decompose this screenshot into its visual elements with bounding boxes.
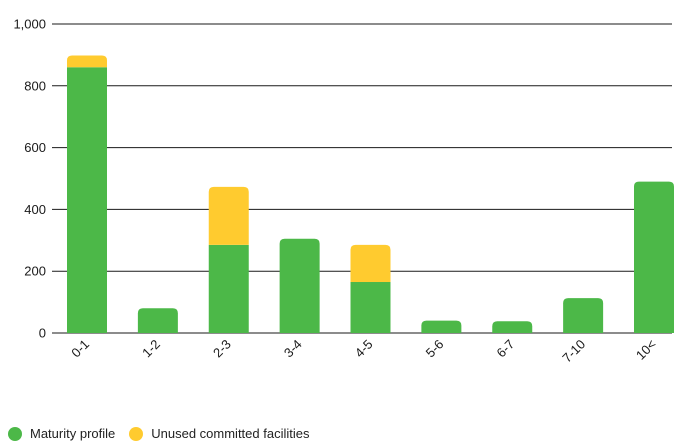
legend-label-unused-committed-facilities: Unused committed facilities: [151, 426, 310, 441]
legend-item-maturity-profile: Maturity profile: [8, 426, 115, 441]
x-tick-label-8: 10<: [633, 337, 659, 363]
y-tick-label-0: 0: [39, 326, 46, 341]
bar-unused-committed-facilities-0-1: [67, 55, 107, 68]
y-tick-label-5: 1,000: [13, 17, 46, 32]
legend-label-maturity-profile: Maturity profile: [30, 426, 116, 441]
bar-maturity-profile-2-3: [208, 244, 249, 333]
bar-maturity-profile-1-2: [137, 308, 178, 333]
x-tick-label-1: 1-2: [139, 337, 163, 361]
bar-maturity-profile-4-5: [350, 282, 391, 333]
bar-maturity-profile-5-6: [421, 320, 462, 333]
y-tick-label-4: 800: [24, 78, 46, 93]
bar-maturity-profile-3-4: [279, 238, 320, 333]
bar-maturity-profile-0-1: [67, 67, 107, 333]
bar-maturity-profile-7-10: [563, 298, 604, 333]
x-tick-label-5: 5-6: [423, 337, 447, 361]
chart: 0 200 400 600 800 1,000 0-1 1-2 2-3 3-4 4-5 5-6 6-7…: [13, 17, 674, 366]
legend-swatch-unused-committed-facilities: [129, 426, 144, 441]
bar-maturity-profile-10-: [634, 181, 674, 333]
bar-unused-committed-facilities-2-3: [208, 186, 249, 245]
x-tick-label-0: 0-1: [68, 337, 92, 361]
y-tick-label-2: 400: [24, 202, 46, 217]
bar-unused-committed-facilities-4-5: [350, 244, 391, 283]
x-tick-label-2: 2-3: [210, 337, 234, 361]
legend-item-unused-committed-facilities: Unused committed facilities: [129, 426, 309, 441]
y-tick-label-1: 200: [24, 264, 46, 279]
x-tick-label-6: 6-7: [493, 337, 517, 361]
y-tick-label-3: 600: [24, 140, 46, 155]
bars: [67, 55, 674, 333]
y-axis-tick-labels: 0 200 400 600 800 1,000: [13, 17, 46, 341]
x-axis-tick-labels: 0-1 1-2 2-3 3-4 4-5 5-6 6-7 7-10 10<: [68, 337, 659, 366]
bar-maturity-profile-6-7: [492, 321, 533, 333]
x-tick-label-7: 7-10: [559, 337, 588, 366]
legend: Maturity profile Unused committed facili…: [8, 426, 323, 441]
x-tick-label-3: 3-4: [281, 337, 305, 361]
x-tick-label-4: 4-5: [352, 337, 376, 361]
legend-swatch-maturity-profile: [8, 426, 22, 441]
